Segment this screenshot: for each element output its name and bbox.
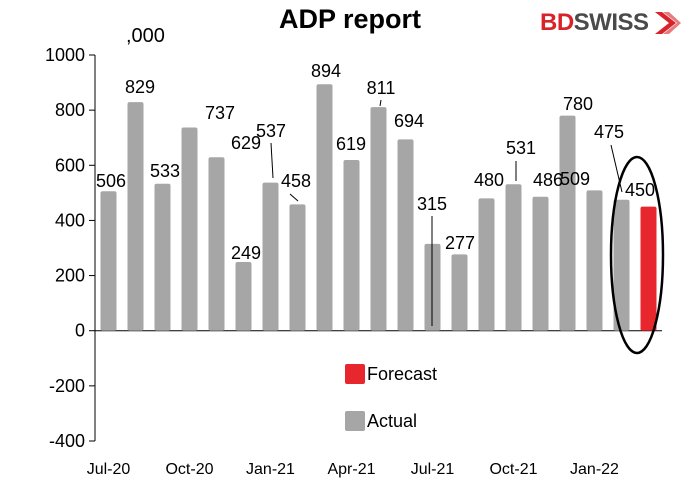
- legend-label-forecast: Forecast: [367, 363, 438, 384]
- data-label: 480: [474, 170, 504, 190]
- label-leader-line: [379, 99, 382, 107]
- bar-actual: [154, 183, 171, 331]
- x-tick-label: Jan-21: [246, 461, 295, 478]
- label-leader-line: [289, 193, 299, 202]
- y-tick-label: 600: [55, 155, 85, 175]
- bar-actual: [208, 157, 225, 331]
- chart-title: ADP report: [278, 4, 422, 34]
- bar-actual: [316, 84, 333, 331]
- bar-actual: [478, 198, 495, 331]
- x-tick-label: Apr-21: [327, 461, 375, 478]
- data-label: 619: [336, 134, 366, 154]
- data-label: 737: [205, 103, 235, 123]
- legend: Forecast Actual: [345, 363, 437, 457]
- bar-actual: [505, 184, 522, 331]
- bar-actual: [532, 196, 549, 331]
- data-label: 486: [533, 170, 563, 190]
- bar-actual: [613, 199, 630, 331]
- data-label: 277: [445, 233, 475, 253]
- data-label: 780: [563, 94, 593, 114]
- x-tick-label: Jan-22: [570, 461, 619, 478]
- data-label: 694: [394, 111, 424, 131]
- data-label: 249: [231, 243, 261, 263]
- data-label: 533: [150, 161, 180, 181]
- brand-logo: BD SWISS: [540, 8, 681, 38]
- data-label: 475: [594, 122, 624, 142]
- legend-label-actual: Actual: [367, 410, 418, 431]
- bar-actual: [343, 160, 360, 331]
- brand-arrow-icon: [654, 12, 681, 34]
- data-label: 450: [625, 180, 655, 200]
- y-tick-label: 400: [55, 210, 85, 230]
- bar-actual: [289, 204, 306, 331]
- data-label: 509: [560, 169, 590, 189]
- bar-actual: [559, 115, 576, 331]
- data-label: 829: [125, 77, 155, 97]
- x-tick-label: Jul-21: [411, 461, 455, 478]
- y-tick-label: -400: [49, 431, 85, 451]
- bar-actual: [451, 254, 468, 331]
- data-label: 531: [506, 138, 536, 158]
- brand-logo-part2: SWISS: [573, 9, 649, 36]
- x-tick-label: Oct-20: [165, 461, 213, 478]
- brand-logo-part1: BD: [540, 9, 574, 36]
- unit-label: ,000: [126, 25, 165, 47]
- data-label: 894: [311, 61, 341, 81]
- data-label: 811: [367, 78, 396, 98]
- data-label: 458: [281, 171, 311, 191]
- legend-swatch-forecast: [345, 364, 365, 384]
- bar-actual: [127, 102, 144, 331]
- data-label: 629: [231, 133, 261, 153]
- legend-swatch-actual: [345, 411, 365, 431]
- bar-actual: [370, 107, 387, 331]
- bar-actual: [235, 262, 252, 331]
- y-tick-label: -200: [49, 376, 85, 396]
- y-tick-label: 800: [55, 100, 85, 120]
- label-leader-line: [270, 142, 274, 179]
- bar-actual: [262, 182, 279, 331]
- data-label: 537: [256, 121, 286, 141]
- data-label: 506: [96, 171, 126, 191]
- bar-actual: [100, 191, 117, 331]
- forecast-highlight-ellipse: [609, 155, 665, 355]
- label-leader-line: [610, 144, 623, 193]
- bar-forecast: [640, 206, 657, 331]
- legend-item-actual: Actual: [345, 410, 437, 432]
- y-tick-label: 0: [75, 321, 85, 341]
- x-tick-label: Jul-20: [87, 461, 131, 478]
- bar-actual: [586, 190, 603, 331]
- x-tick-label: Oct-21: [489, 461, 537, 478]
- y-tick-label: 200: [55, 266, 85, 286]
- legend-item-forecast: Forecast: [345, 363, 437, 385]
- bar-actual: [181, 127, 198, 331]
- data-label: 315: [417, 194, 447, 214]
- y-tick-label: 1000: [45, 45, 85, 65]
- bar-actual: [397, 139, 414, 331]
